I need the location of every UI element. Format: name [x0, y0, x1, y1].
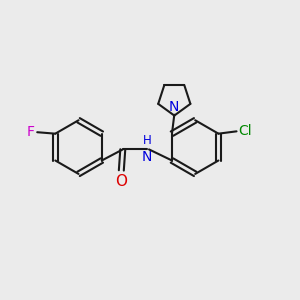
- Text: Cl: Cl: [238, 124, 252, 138]
- Text: H: H: [143, 134, 152, 146]
- Text: N: N: [142, 150, 152, 164]
- Text: F: F: [27, 124, 35, 139]
- Text: O: O: [115, 174, 127, 189]
- Text: N: N: [169, 100, 179, 113]
